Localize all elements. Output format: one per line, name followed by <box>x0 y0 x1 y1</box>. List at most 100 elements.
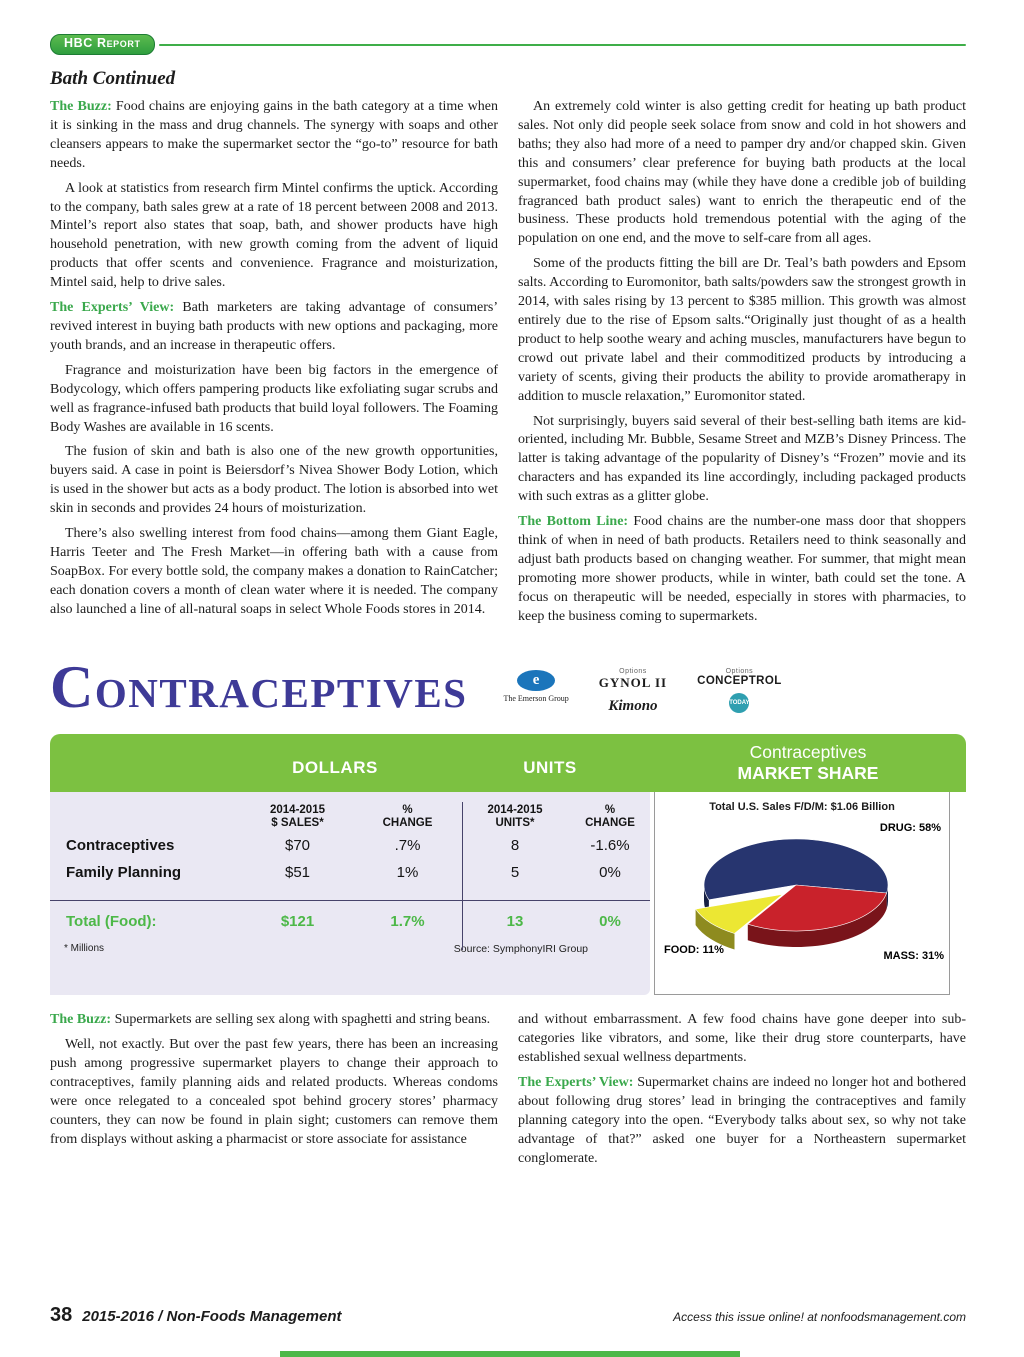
issue-title: 2015-2016 / Non-Foods Management <box>82 1308 342 1325</box>
millions-footnote: * Millions <box>64 943 105 955</box>
section-header: HBC Report <box>50 34 966 55</box>
units-header: UNITS <box>523 758 577 778</box>
sales-change-value: .7% <box>394 837 421 855</box>
paragraph: A look at statistics from research firm … <box>50 180 498 293</box>
paragraph-text: Bath marketers are taking advantage of c… <box>50 300 498 353</box>
paragraph: The Buzz: Food chains are enjoying gains… <box>50 98 498 174</box>
market-share-line1: Contraceptives <box>749 741 867 762</box>
contra-left-column: The Buzz: Supermarkets are selling sex a… <box>50 1011 498 1174</box>
contraceptives-title: Contraceptives <box>50 654 468 721</box>
paragraph: The Bottom Line: Food chains are the num… <box>518 513 966 626</box>
units-change-value: 0% <box>599 864 621 882</box>
emerson-caption: The Emerson Group <box>503 694 569 704</box>
paragraph-text: Fragrance and moisturization have been b… <box>50 362 498 435</box>
sales-value: $70 <box>284 837 311 855</box>
col-header-units: 2014-2015 UNITS* <box>487 804 543 830</box>
paragraph-text: Not surprisingly, buyers said several of… <box>518 413 966 505</box>
paragraph: Fragrance and moisturization have been b… <box>50 362 498 438</box>
sales-table: 2014-2015 $ SALES* % CHANGE 2014-2015 UN… <box>50 792 650 996</box>
pie-label-food: FOOD: 11% <box>664 944 724 957</box>
table-header-band: DOLLARS UNITS Contraceptives MARKET SHAR… <box>50 734 966 793</box>
market-share-panel: Total U.S. Sales F/D/M: $1.06 Billion DR… <box>654 792 950 996</box>
paragraph-text: and without embarrassment. A few food ch… <box>518 1012 966 1066</box>
col-header-sales: 2014-2015 $ SALES* <box>270 804 325 830</box>
total-units-change: 0% <box>599 913 621 931</box>
paragraph-text: Some of the products fitting the bill ar… <box>518 256 966 404</box>
gynol-kimono-logos: Options GYNOL II Kimono <box>599 668 667 715</box>
pie-chart-title: Total U.S. Sales F/D/M: $1.06 Billion <box>709 801 895 814</box>
table-body: 2014-2015 $ SALES* % CHANGE 2014-2015 UN… <box>50 792 966 996</box>
col-header-units-change: % CHANGE <box>585 804 635 830</box>
paragraph-text: Supermarkets are selling sex along with … <box>114 1012 491 1028</box>
paragraph: Well, not exactly. But over the past few… <box>50 1036 498 1149</box>
page-number: 38 <box>50 1304 73 1326</box>
buzz-label: The Buzz: <box>50 1012 112 1028</box>
market-share-header: Contraceptives MARKET SHARE <box>650 734 966 792</box>
paragraph-text: Supermarket chains are indeed no longer … <box>518 1075 966 1166</box>
table-subheader-row: 2014-2015 $ SALES* % CHANGE 2014-2015 UN… <box>50 802 650 832</box>
total-units: 13 <box>506 913 524 931</box>
paragraph-text: Food chains are enjoying gains in the ba… <box>50 99 498 171</box>
bottom-line-label: The Bottom Line: <box>518 514 629 530</box>
contraceptives-header: Contraceptives e The Emerson Group Optio… <box>50 656 966 724</box>
row-label: Family Planning <box>66 864 182 882</box>
table-total-row: Total (Food): $121 1.7% 13 0% <box>50 900 650 935</box>
emerson-oval-icon: e <box>517 670 556 692</box>
sales-value: $51 <box>284 864 311 882</box>
brand-logos: e The Emerson Group Options GYNOL II Kim… <box>503 656 781 715</box>
emerson-group-logo: e The Emerson Group <box>503 668 569 704</box>
bath-left-column: The Buzz: Food chains are enjoying gains… <box>50 98 498 632</box>
col-header-sales-change: % CHANGE <box>382 804 433 830</box>
kimono-logo: Kimono <box>608 698 658 715</box>
header-rule <box>158 43 966 46</box>
paragraph-text: The fusion of skin and bath is also one … <box>50 444 498 517</box>
paragraph: An extremely cold winter is also getting… <box>518 98 966 249</box>
market-share-pie-chart <box>695 839 889 950</box>
paragraph: and without embarrassment. A few food ch… <box>518 1011 966 1068</box>
market-share-line2: MARKET SHARE <box>737 763 879 784</box>
online-access-note: Access this issue online! at nonfoodsman… <box>673 1310 966 1324</box>
table-footnotes: * Millions Source: SymphonyIRI Group <box>50 935 650 955</box>
paragraph: Some of the products fitting the bill ar… <box>518 255 966 406</box>
today-circle-logo: TODAY <box>729 693 750 714</box>
bath-continued-title: Bath Continued <box>50 68 176 89</box>
dollars-header: DOLLARS <box>292 758 378 778</box>
paragraph: Not surprisingly, buyers said several of… <box>518 413 966 508</box>
paragraph: There’s also swelling interest from food… <box>50 525 498 620</box>
experts-view-label: The Experts’ View: <box>518 1075 634 1091</box>
paragraph-text: Food chains are the number-one mass door… <box>518 514 966 624</box>
buzz-label: The Buzz: <box>50 99 112 114</box>
paragraph-text: An extremely cold winter is also getting… <box>518 99 966 247</box>
paragraph: The Buzz: Supermarkets are selling sex a… <box>50 1011 498 1030</box>
bath-article: The Buzz: Food chains are enjoying gains… <box>50 98 966 632</box>
total-sales: $121 <box>280 913 315 931</box>
pie-label-drug: DRUG: 58% <box>879 822 941 835</box>
total-label: Total (Food): <box>66 913 157 931</box>
bottom-green-bar <box>280 1351 740 1357</box>
contraceptives-table-section: DOLLARS UNITS Contraceptives MARKET SHAR… <box>50 734 966 996</box>
bath-right-column: An extremely cold winter is also getting… <box>518 98 966 632</box>
paragraph: The fusion of skin and bath is also one … <box>50 443 498 519</box>
source-note: Source: SymphonyIRI Group <box>453 943 588 956</box>
conceptrol-logo: CONCEPTROL <box>697 675 782 688</box>
contra-right-column: and without embarrassment. A few food ch… <box>518 1011 966 1174</box>
conceptrol-today-logos: Options CONCEPTROL TODAY <box>697 668 782 714</box>
units-value: 5 <box>510 864 520 882</box>
pie-label-mass: MASS: 31% <box>883 950 944 963</box>
units-value: 8 <box>510 837 520 855</box>
total-sales-change: 1.7% <box>390 913 425 931</box>
table-row: Contraceptives $70 .7% 8 -1.6% <box>50 832 650 859</box>
paragraph-text: Well, not exactly. But over the past few… <box>50 1037 498 1147</box>
paragraph-text: There’s also swelling interest from food… <box>50 526 498 617</box>
gynol-logo: GYNOL II <box>598 675 668 691</box>
table-row: Family Planning $51 1% 5 0% <box>50 859 650 886</box>
units-change-value: -1.6% <box>590 837 630 855</box>
sales-change-value: 1% <box>396 864 419 882</box>
gynol-options-text: Options <box>619 668 647 676</box>
paragraph-text: A look at statistics from research firm … <box>50 180 498 291</box>
experts-view-label: The Experts’ View: <box>50 300 175 316</box>
conceptrol-options-text: Options <box>725 668 754 676</box>
page-footer: 38 2015-2016 / Non-Foods Management Acce… <box>50 1304 966 1327</box>
paragraph: The Experts’ View: Supermarket chains ar… <box>518 1074 966 1169</box>
